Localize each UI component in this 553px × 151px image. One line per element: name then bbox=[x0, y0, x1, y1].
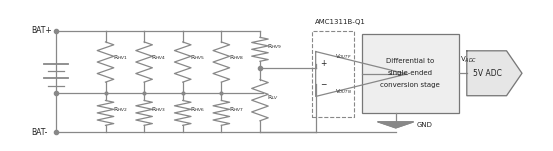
Text: AMC1311B-Q1: AMC1311B-Q1 bbox=[315, 19, 366, 25]
Text: 5V ADC: 5V ADC bbox=[473, 69, 502, 78]
Text: BAT-: BAT- bbox=[31, 128, 48, 137]
Text: Differential to: Differential to bbox=[386, 58, 435, 64]
Text: R$_{LV}$: R$_{LV}$ bbox=[267, 93, 279, 102]
Text: R$_{HV1}$: R$_{HV1}$ bbox=[113, 53, 128, 62]
Text: conversion stage: conversion stage bbox=[380, 82, 440, 88]
Text: V$_{ADC}$: V$_{ADC}$ bbox=[460, 55, 478, 65]
Text: BAT+: BAT+ bbox=[31, 26, 52, 35]
Polygon shape bbox=[378, 122, 414, 128]
Text: GND: GND bbox=[416, 122, 432, 128]
Polygon shape bbox=[467, 51, 522, 96]
Text: R$_{HV4}$: R$_{HV4}$ bbox=[152, 53, 166, 62]
Text: V$_{OUTP}$: V$_{OUTP}$ bbox=[335, 52, 352, 61]
Text: +: + bbox=[320, 59, 326, 68]
Text: R$_{HV8}$: R$_{HV8}$ bbox=[228, 53, 244, 62]
Text: single-ended: single-ended bbox=[388, 70, 433, 76]
Text: R$_{HV7}$: R$_{HV7}$ bbox=[228, 105, 243, 114]
Text: V$_{OUTN}$: V$_{OUTN}$ bbox=[335, 88, 352, 96]
Text: R$_{HV5}$: R$_{HV5}$ bbox=[190, 53, 205, 62]
Text: R$_{HV9}$: R$_{HV9}$ bbox=[267, 42, 282, 51]
Text: R$_{HV3}$: R$_{HV3}$ bbox=[152, 105, 166, 114]
Text: R$_{HV2}$: R$_{HV2}$ bbox=[113, 105, 128, 114]
Text: R$_{HV6}$: R$_{HV6}$ bbox=[190, 105, 205, 114]
FancyBboxPatch shape bbox=[362, 34, 458, 113]
Text: −: − bbox=[320, 80, 326, 89]
